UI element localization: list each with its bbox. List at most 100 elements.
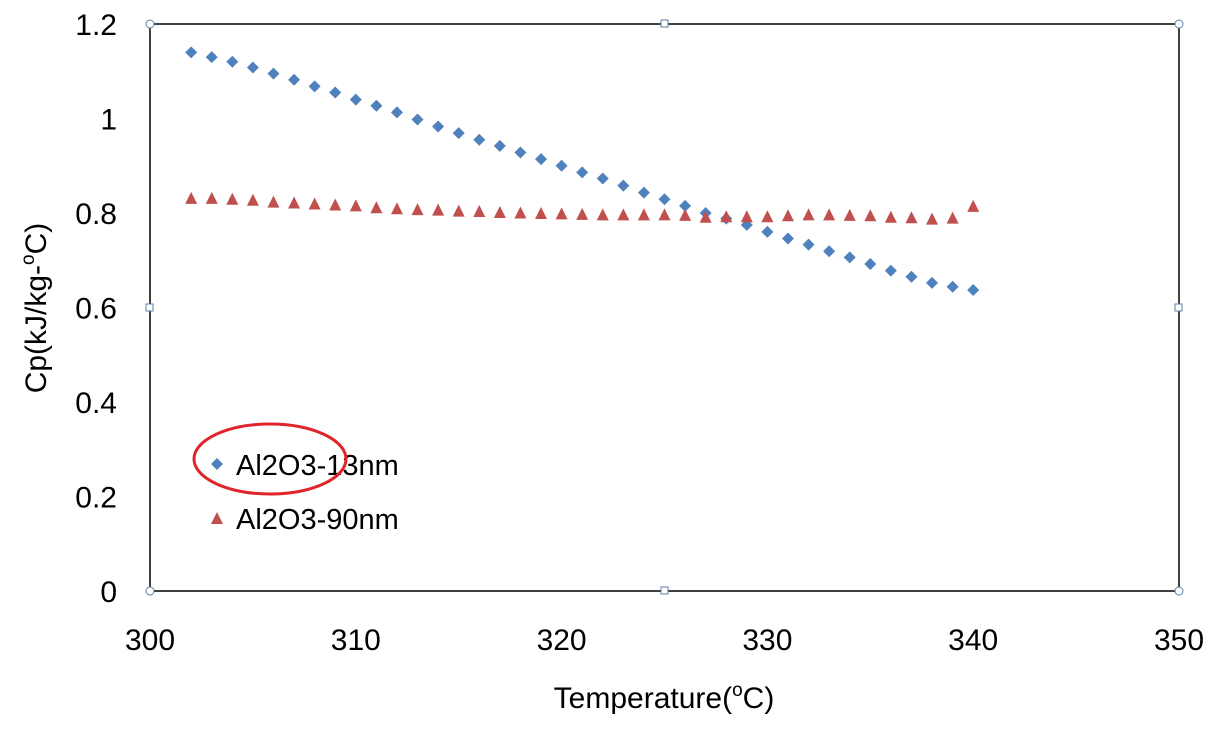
x-tick-label: 300: [125, 624, 175, 657]
data-point-triangle: [679, 208, 692, 221]
data-point-diamond: [637, 186, 650, 199]
y-tick-label: 0.8: [75, 198, 117, 231]
data-point-diamond: [349, 93, 362, 106]
data-point-diamond: [390, 106, 403, 119]
data-point-diamond: [761, 225, 774, 238]
data-point-triangle: [493, 206, 506, 218]
data-point-diamond: [267, 67, 280, 80]
data-point-diamond: [679, 199, 692, 212]
legend-marker-triangle: [211, 512, 223, 524]
data-point-triangle: [720, 210, 733, 223]
data-point-triangle: [823, 208, 836, 221]
data-point-triangle: [761, 210, 774, 223]
series-al2o3-90nm: [185, 191, 980, 225]
data-point-triangle: [967, 199, 980, 212]
legend-label-al2o3-13nm: Al2O3-13nm: [236, 450, 399, 482]
data-point-diamond: [246, 61, 259, 74]
x-tick-label: 340: [948, 624, 998, 657]
data-point-diamond: [576, 166, 589, 179]
data-point-diamond: [473, 133, 486, 146]
data-point-triangle: [452, 204, 465, 217]
data-point-diamond: [658, 193, 671, 206]
resize-handle-middle-right[interactable]: [1174, 303, 1183, 312]
resize-handle-top-left[interactable]: [145, 19, 155, 29]
y-tick-label: 0.4: [75, 387, 117, 420]
data-point-diamond: [823, 245, 836, 258]
series-al2o3-13nm: [185, 46, 980, 297]
data-point-triangle: [637, 208, 650, 221]
data-point-triangle: [658, 208, 671, 221]
data-point-diamond: [288, 73, 301, 86]
data-point-triangle: [185, 191, 198, 204]
data-point-diamond: [185, 46, 198, 59]
data-point-triangle: [246, 193, 259, 206]
data-point-diamond: [967, 284, 980, 297]
data-point-triangle: [205, 191, 218, 204]
data-point-diamond: [226, 55, 239, 68]
resize-handle-bottom-middle[interactable]: [660, 586, 669, 595]
data-point-triangle: [946, 211, 959, 224]
data-point-triangle: [905, 211, 918, 224]
data-point-diamond: [432, 120, 445, 133]
data-point-diamond: [514, 146, 527, 159]
resize-handle-top-right[interactable]: [1174, 19, 1184, 29]
data-point-triangle: [617, 208, 630, 221]
data-point-triangle: [226, 192, 239, 205]
resize-handle-top-middle[interactable]: [660, 19, 669, 28]
data-point-diamond: [452, 127, 465, 140]
data-point-triangle: [535, 206, 548, 219]
y-axis-tick-labels: 0 0.2 0.4 0.6 0.8 1 1.2: [75, 9, 117, 609]
data-point-diamond: [329, 86, 342, 99]
legend-label-al2o3-90nm: Al2O3-90nm: [236, 504, 399, 536]
x-axis-tick-labels: 300 310 320 330 340 350: [125, 624, 1204, 657]
data-point-triangle: [473, 205, 486, 218]
x-tick-label: 320: [537, 624, 587, 657]
data-point-diamond: [370, 99, 383, 112]
data-point-triangle: [370, 201, 383, 214]
data-point-triangle: [349, 199, 362, 212]
data-point-diamond: [617, 179, 630, 192]
y-tick-label: 0: [100, 576, 117, 609]
data-point-triangle: [432, 203, 445, 216]
data-point-triangle: [781, 209, 794, 222]
data-point-triangle: [514, 206, 527, 219]
resize-handle-middle-left[interactable]: [145, 303, 154, 312]
data-point-diamond: [535, 153, 548, 166]
data-point-diamond: [493, 139, 506, 152]
data-point-diamond: [802, 238, 815, 251]
y-tick-label: 1.2: [75, 9, 117, 42]
resize-handle-bottom-left[interactable]: [145, 586, 155, 596]
data-point-diamond: [555, 159, 568, 172]
data-point-triangle: [926, 212, 939, 225]
data-point-diamond: [946, 280, 959, 293]
data-point-triangle: [843, 208, 856, 221]
highlight-ellipse-annotation: [192, 422, 348, 496]
legend-marker-diamond: [211, 458, 223, 470]
data-point-triangle: [288, 196, 301, 209]
x-tick-label: 330: [742, 624, 792, 657]
legend: Al2O3-13nm Al2O3-90nm: [211, 450, 399, 536]
data-point-diamond: [308, 80, 321, 93]
data-point-triangle: [884, 210, 897, 223]
y-tick-label: 0.2: [75, 482, 117, 515]
data-point-triangle: [411, 203, 424, 216]
y-tick-label: 1: [100, 104, 117, 137]
data-point-triangle: [555, 207, 568, 220]
data-point-diamond: [781, 232, 794, 245]
resize-handle-bottom-right[interactable]: [1174, 586, 1184, 596]
data-series: [185, 46, 980, 297]
x-axis-title: Temperature(oC): [554, 680, 775, 715]
data-point-triangle: [308, 197, 321, 210]
data-point-triangle: [864, 209, 877, 222]
data-point-triangle: [576, 207, 589, 220]
data-point-triangle: [802, 208, 815, 221]
data-point-triangle: [596, 208, 609, 221]
data-point-triangle: [267, 195, 280, 208]
data-point-diamond: [205, 51, 218, 64]
plot-area-selection-handles[interactable]: [145, 19, 1184, 596]
data-point-triangle: [699, 210, 712, 223]
data-point-diamond: [926, 276, 939, 289]
data-point-diamond: [905, 270, 918, 283]
data-point-triangle: [740, 210, 753, 223]
